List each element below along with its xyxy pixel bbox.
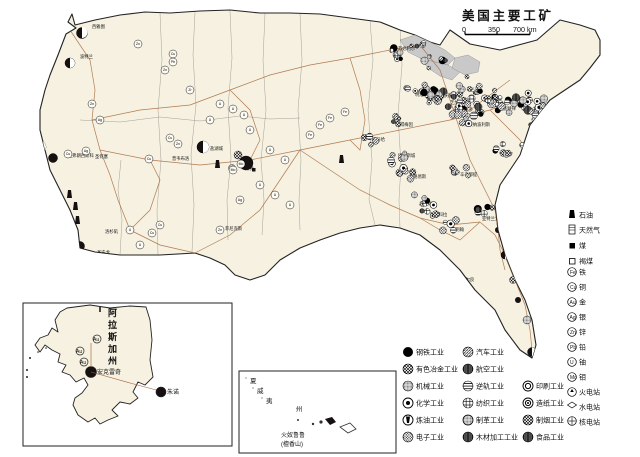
svg-text:700 km: 700 km xyxy=(513,25,537,34)
svg-text:电子工业: 电子工业 xyxy=(416,433,444,442)
svg-text:Cu: Cu xyxy=(171,52,175,56)
svg-text:铀: 铀 xyxy=(579,358,586,367)
svg-text:(檀香山): (檀香山) xyxy=(281,440,303,448)
svg-text:核电站: 核电站 xyxy=(579,418,600,427)
svg-text:Ag: Ag xyxy=(570,315,576,321)
svg-text:盐湖城: 盐湖城 xyxy=(210,145,224,152)
svg-text:洛杉矶: 洛杉矶 xyxy=(105,228,119,235)
svg-text:机械工业: 机械工业 xyxy=(416,382,444,391)
svg-text:Cu: Cu xyxy=(66,152,70,156)
svg-text:汽车工业: 汽车工业 xyxy=(476,348,504,357)
svg-text:州: 州 xyxy=(296,406,303,413)
svg-text:煤: 煤 xyxy=(579,241,586,250)
svg-text:Pb: Pb xyxy=(570,345,576,351)
svg-text:普韦布洛: 普韦布洛 xyxy=(172,155,190,162)
svg-text:逆轨工业: 逆轨工业 xyxy=(476,382,504,391)
svg-text:Cu: Cu xyxy=(168,136,172,140)
svg-text:圣何塞: 圣何塞 xyxy=(95,153,109,159)
svg-text:得梅因: 得梅因 xyxy=(400,121,413,128)
svg-text:Fe: Fe xyxy=(343,110,347,114)
svg-text:Zn: Zn xyxy=(90,102,94,106)
svg-text:食品工业: 食品工业 xyxy=(536,433,564,442)
svg-text:火电站: 火电站 xyxy=(579,388,600,397)
svg-text:朱诺: 朱诺 xyxy=(167,388,179,396)
svg-text:美国主要工矿: 美国主要工矿 xyxy=(462,8,554,23)
svg-text:Fe: Fe xyxy=(318,123,322,127)
svg-text:威: 威 xyxy=(257,386,264,395)
svg-text:Cu: Cu xyxy=(150,231,154,235)
svg-text:金: 金 xyxy=(579,298,586,307)
svg-text:印刷工业: 印刷工业 xyxy=(536,382,564,391)
svg-text:Fe: Fe xyxy=(328,116,332,120)
svg-text:Ag: Ag xyxy=(98,118,102,122)
svg-text:夏: 夏 xyxy=(250,377,257,385)
svg-text:西雅图: 西雅图 xyxy=(92,23,105,30)
svg-text:Mo: Mo xyxy=(570,375,577,381)
svg-text:Au: Au xyxy=(76,349,82,355)
svg-text:天然气: 天然气 xyxy=(579,226,600,235)
svg-text:Au: Au xyxy=(93,337,99,343)
svg-text:制烟工业: 制烟工业 xyxy=(536,416,564,425)
svg-text:Mo: Mo xyxy=(231,168,236,172)
svg-text:Cu: Cu xyxy=(158,223,162,227)
svg-text:Au: Au xyxy=(80,360,86,366)
svg-text:铜: 铜 xyxy=(579,283,586,292)
svg-text:制革工业: 制革工业 xyxy=(476,416,504,425)
svg-text:Mo: Mo xyxy=(239,162,244,166)
svg-text:Pb: Pb xyxy=(171,60,175,64)
svg-text:Zn: Zn xyxy=(163,68,167,72)
svg-text:Au: Au xyxy=(570,300,576,306)
svg-text:化学工业: 化学工业 xyxy=(416,399,444,408)
svg-text:Ag: Ag xyxy=(84,149,88,153)
svg-text:Cu: Cu xyxy=(147,157,151,161)
svg-text:Fe: Fe xyxy=(308,133,312,137)
svg-text:石油: 石油 xyxy=(579,211,593,220)
svg-text:火奴鲁鲁: 火奴鲁鲁 xyxy=(281,431,305,439)
svg-text:Zn: Zn xyxy=(570,330,576,336)
svg-text:钢铁工业: 钢铁工业 xyxy=(416,348,444,357)
svg-text:Zn: Zn xyxy=(176,142,180,146)
svg-text:斯: 斯 xyxy=(108,331,117,342)
svg-text:钼: 钼 xyxy=(579,373,586,382)
svg-text:造纸工业: 造纸工业 xyxy=(536,399,564,408)
svg-text:夷: 夷 xyxy=(266,396,273,405)
svg-text:Zn: Zn xyxy=(136,42,140,46)
svg-text:阿: 阿 xyxy=(108,308,117,318)
svg-text:Cu: Cu xyxy=(570,285,577,291)
svg-text:有色冶金工业: 有色冶金工业 xyxy=(416,365,458,374)
svg-text:州: 州 xyxy=(107,356,117,366)
svg-text:菲尼克斯: 菲尼克斯 xyxy=(225,225,243,232)
svg-text:Ag: Ag xyxy=(238,198,242,202)
svg-text:铅: 铅 xyxy=(579,343,586,352)
svg-text:Zn: Zn xyxy=(218,228,222,232)
svg-text:水电站: 水电站 xyxy=(579,403,600,412)
svg-text:纺织工业: 纺织工业 xyxy=(476,399,504,408)
svg-text:锌: 锌 xyxy=(579,328,586,337)
svg-text:褐煤: 褐煤 xyxy=(579,257,593,266)
svg-text:航空工业: 航空工业 xyxy=(476,365,504,374)
svg-text:银: 银 xyxy=(579,313,586,322)
svg-text:350: 350 xyxy=(488,25,500,34)
svg-text:加: 加 xyxy=(107,343,117,354)
svg-text:波特兰: 波特兰 xyxy=(80,53,94,60)
svg-text:铁: 铁 xyxy=(579,268,586,277)
svg-text:U: U xyxy=(570,360,574,366)
svg-text:拉: 拉 xyxy=(108,319,117,330)
svg-text:木材加工工业: 木材加工工业 xyxy=(476,433,518,442)
svg-text:Fe: Fe xyxy=(570,270,576,276)
svg-text:炼油工业: 炼油工业 xyxy=(416,416,444,425)
